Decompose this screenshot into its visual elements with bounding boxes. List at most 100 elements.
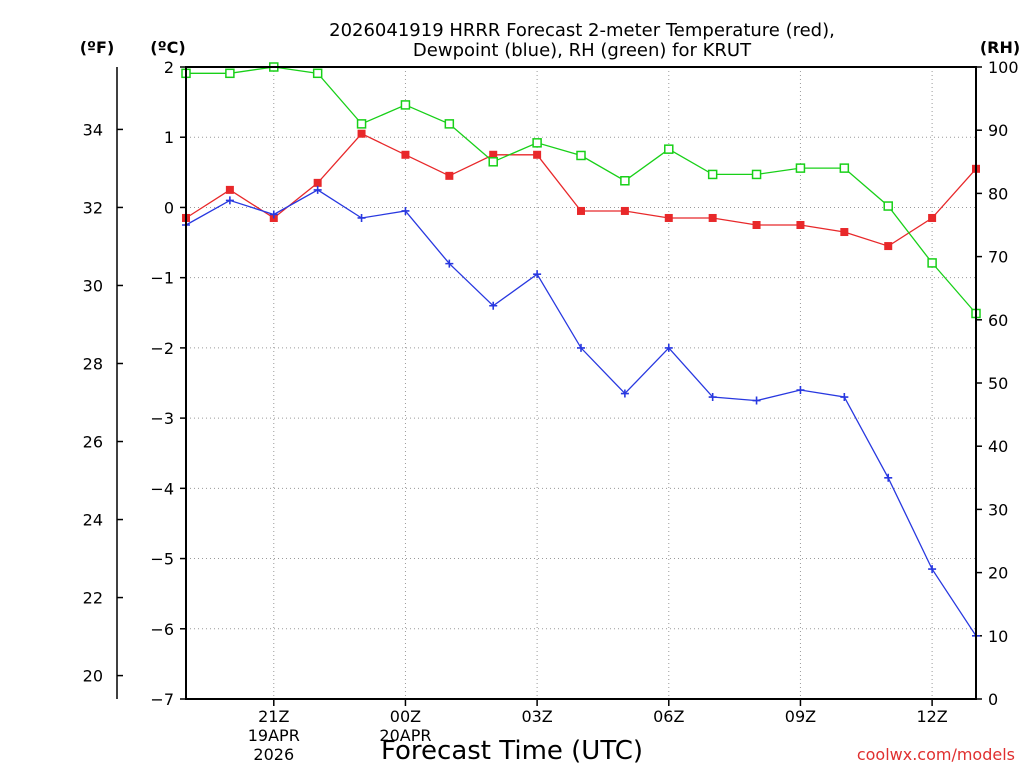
chart-title-line1: 2026041919 HRRR Forecast 2-meter Tempera…	[329, 20, 835, 41]
credit-text: coolwx.com/models	[857, 745, 1015, 764]
fahrenheit-tick-label: 26	[83, 433, 103, 452]
rh-tick-label: 100	[988, 58, 1019, 77]
x-tick-date: 19APR	[248, 726, 300, 745]
relative-humidity-point	[751, 169, 762, 180]
rh-tick-label: 10	[988, 627, 1008, 646]
rh-tick-label: 50	[988, 374, 1008, 393]
temperature-point	[928, 213, 937, 222]
temperature-point	[357, 129, 366, 138]
temperature-point	[664, 213, 673, 222]
rh-tick-label: 20	[988, 564, 1008, 583]
temperature-point	[401, 150, 410, 159]
rh-unit-label: (RH)	[980, 38, 1020, 57]
temperature-point	[225, 185, 234, 194]
temperature-point	[445, 171, 454, 180]
dewpoint-point	[489, 301, 498, 310]
dewpoint-point	[840, 393, 849, 402]
celsius-tick-label: −1	[150, 269, 174, 288]
relative-humidity-point	[927, 258, 937, 268]
dewpoint-point	[357, 213, 366, 222]
fahrenheit-tick-label: 34	[83, 120, 103, 139]
fahrenheit-tick-label: 22	[83, 589, 103, 608]
dewpoint-point	[269, 210, 278, 219]
dewpoint-point	[401, 206, 410, 215]
fahrenheit-tick-label: 30	[83, 276, 103, 295]
relative-humidity-point	[488, 157, 498, 167]
celsius-tick-label: −2	[150, 339, 174, 358]
relative-humidity-point	[707, 169, 718, 180]
relative-humidity-point	[795, 163, 806, 173]
temperature-point	[533, 150, 542, 159]
rh-tick-label: 30	[988, 500, 1008, 519]
fahrenheit-unit-label: (ºF)	[80, 38, 115, 57]
x-axis-title: Forecast Time (UTC)	[381, 736, 643, 766]
dewpoint-point	[577, 343, 585, 352]
relative-humidity-point	[883, 201, 893, 211]
fahrenheit-axis: 34 32 30 28 26 24 22 20	[83, 67, 123, 699]
celsius-tick-label: −3	[150, 409, 174, 428]
dewpoint-point	[533, 270, 542, 279]
temperature-point	[796, 221, 805, 229]
dewpoint-line	[185, 189, 977, 637]
fahrenheit-tick-label: 28	[83, 354, 103, 373]
temperature-point	[489, 150, 498, 159]
temperature-point	[577, 206, 585, 215]
celsius-tick-label: −5	[150, 550, 174, 569]
dewpoint-point	[445, 259, 454, 268]
celsius-tick-label: −6	[150, 620, 174, 639]
fahrenheit-tick-label: 24	[83, 511, 103, 530]
rh-tick-label: 40	[988, 437, 1008, 456]
x-tick-label: 06Z	[653, 707, 684, 726]
rh-tick-label: 0	[988, 690, 998, 709]
chart-title-line2: Dewpoint (blue), RH (green) for KRUT	[413, 40, 752, 61]
dewpoint-point	[928, 565, 937, 574]
relative-humidity-point	[664, 144, 674, 154]
temperature-point	[708, 213, 717, 222]
temperature-point	[884, 242, 893, 251]
rh-tick-label: 70	[988, 248, 1008, 267]
celsius-tick-label: 2	[164, 58, 174, 77]
relative-humidity-line	[186, 66, 977, 314]
temperature-point	[313, 178, 322, 187]
dewpoint-point	[620, 389, 629, 398]
relative-humidity-point	[225, 68, 235, 79]
dewpoint-point	[796, 386, 805, 395]
x-tick-label: 12Z	[916, 707, 947, 726]
temperature-point	[620, 206, 629, 215]
temperature-line	[185, 132, 977, 247]
dewpoint-point	[225, 196, 234, 205]
temperature-point	[752, 221, 761, 229]
x-tick-label: 00Z	[390, 707, 421, 726]
fahrenheit-tick-label: 20	[83, 667, 103, 686]
celsius-unit-label: (ºC)	[150, 38, 185, 57]
x-tick-label: 03Z	[521, 707, 552, 726]
dewpoint-point	[884, 473, 893, 482]
data-series	[181, 62, 981, 640]
dewpoint-point	[708, 393, 717, 402]
relative-humidity-point	[400, 100, 411, 110]
dewpoint-point	[664, 343, 673, 352]
celsius-axis: 2 1 0 −1 −2 −3 −4 −5 −6 −7	[150, 58, 186, 709]
fahrenheit-tick-label: 32	[83, 198, 103, 217]
x-tick-label: 21Z	[258, 707, 289, 726]
temperature-point	[840, 228, 849, 237]
rh-tick-label: 80	[988, 184, 1008, 203]
celsius-tick-label: 1	[164, 128, 174, 147]
x-tick-year: 2026	[253, 745, 294, 764]
grid-lines	[186, 67, 976, 699]
relative-humidity-point	[532, 138, 542, 148]
dewpoint-point	[752, 396, 761, 405]
x-tick-label: 09Z	[785, 707, 816, 726]
relative-humidity-point	[356, 119, 367, 129]
celsius-tick-label: −4	[150, 479, 174, 498]
plot-frame	[185, 66, 977, 700]
relative-humidity-point	[444, 119, 455, 129]
relative-humidity-point	[576, 150, 586, 161]
celsius-tick-label: 0	[164, 198, 174, 217]
celsius-tick-label: −7	[150, 690, 174, 709]
dewpoint-point	[313, 185, 322, 194]
rh-tick-label: 60	[988, 311, 1008, 330]
